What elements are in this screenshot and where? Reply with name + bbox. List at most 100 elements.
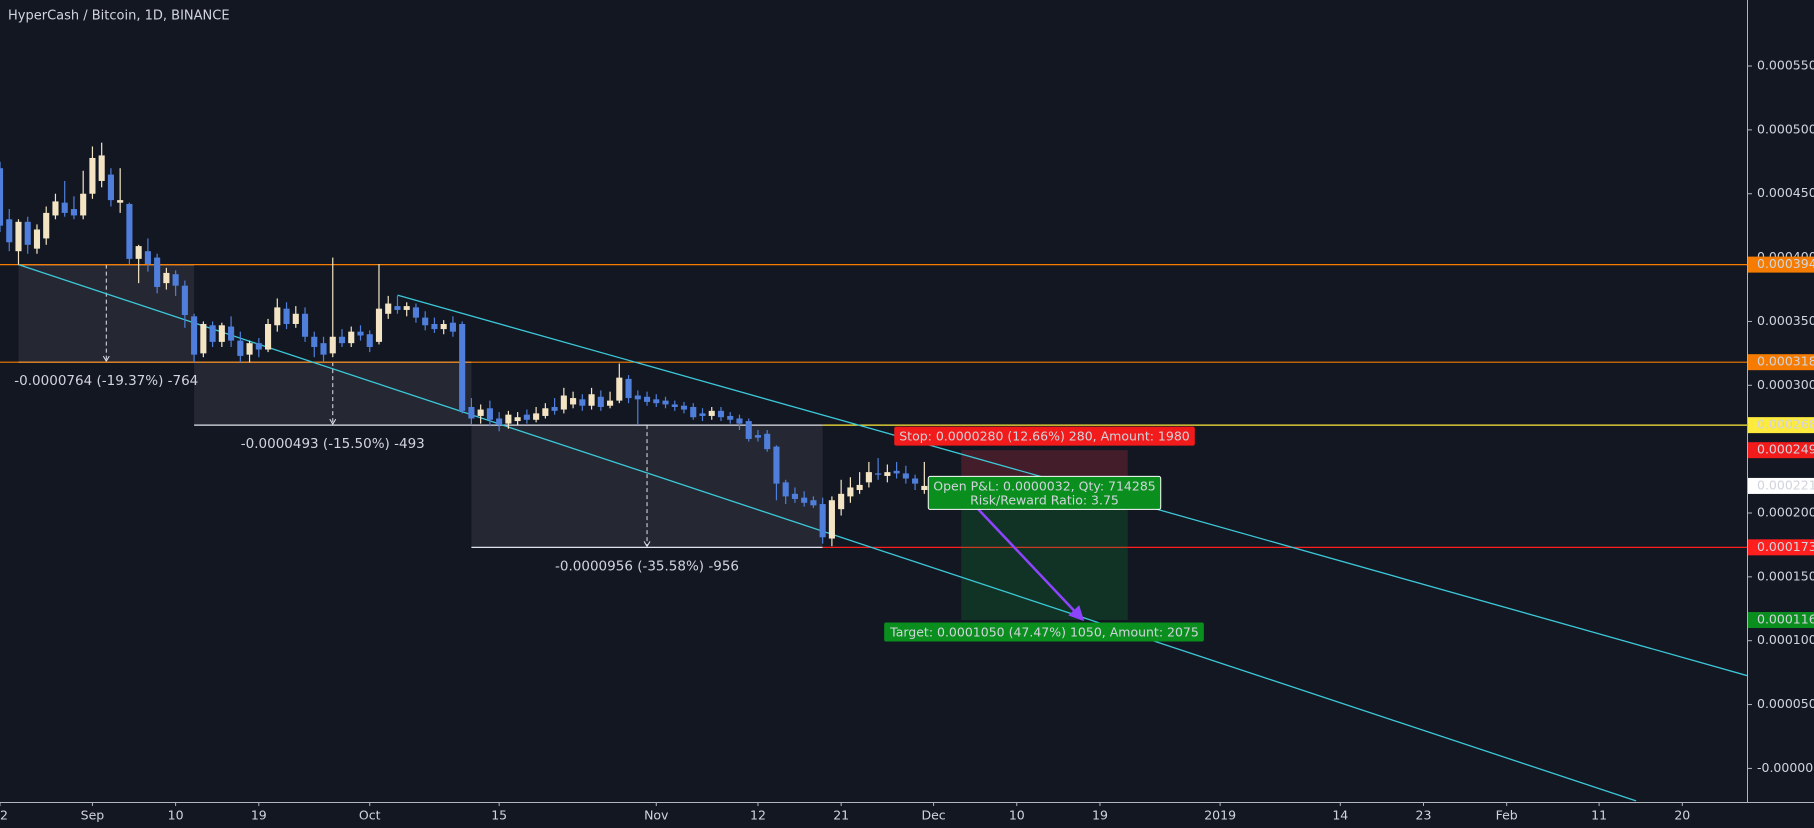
candle-body [357, 331, 364, 336]
candle-body [43, 212, 50, 239]
price-label-group: 0.0002212 [1748, 477, 1814, 494]
candle-body [653, 399, 660, 404]
x-tick-label: 19 [1092, 808, 1108, 823]
price-label-box [1748, 442, 1814, 459]
candle-body [366, 334, 373, 347]
candle-body [838, 493, 845, 510]
candle-body [218, 325, 225, 342]
candle-body [671, 404, 678, 408]
candle-body [856, 484, 863, 491]
pnl-group: Open P&L: 0.0000032, Qty: 714285Risk/Rew… [927, 475, 1162, 510]
candle-body [338, 336, 346, 344]
candle-body [237, 340, 244, 356]
candle-body [764, 433, 771, 450]
candle-body [320, 343, 327, 355]
candle-body [15, 221, 22, 252]
target-label: Target: 0.0001050 (47.47%) 1050, Amount:… [889, 625, 1199, 640]
candle-body [274, 307, 281, 326]
x-tick-label: 14 [1332, 808, 1348, 823]
price-label-group: 0.0003181 [1748, 354, 1814, 371]
axes: 0.00055000.00050000.00045000.00040000.00… [0, 58, 1814, 823]
stop-label-group: Stop: 0.0000280 (12.66%) 280, Amount: 19… [894, 426, 1195, 446]
candle-body [782, 482, 789, 497]
y-tick-label: 0.0000500 [1757, 696, 1814, 711]
candle-body [394, 306, 401, 310]
candle-body [412, 307, 420, 318]
price-label-group: 0.0001162 [1748, 612, 1814, 629]
candle-body [884, 472, 891, 476]
candle-body [440, 323, 447, 330]
candle-body [477, 409, 484, 416]
candle-body [255, 343, 262, 350]
candle-body [847, 487, 854, 497]
y-tick-label: -0.0000000 [1757, 760, 1814, 775]
candle-body [662, 400, 669, 405]
candle-body [52, 201, 59, 216]
x-tick-label: 10 [1009, 808, 1025, 823]
x-tick-label: Nov [644, 808, 669, 823]
overlay: -0.0000764 (-19.37%) -764 -0.0000493 (-15… [14, 373, 1204, 642]
x-tick-label: 22 [0, 808, 8, 823]
price-label-group: 0.0003945 [1748, 256, 1814, 273]
measure-arrow-head [643, 541, 651, 548]
price-label-box [1748, 417, 1814, 434]
candle-body [228, 326, 235, 341]
x-tick-label: Feb [1496, 808, 1518, 823]
candle-body [348, 331, 355, 344]
candle-body [80, 193, 87, 216]
candle-body [459, 323, 466, 411]
chart-title: HyperCash / Bitcoin, 1D, BINANCE [8, 9, 230, 24]
candle-body [754, 435, 762, 438]
candle-body [191, 316, 198, 355]
price-label-box [1748, 539, 1814, 556]
x-tick-label: 2019 [1204, 808, 1236, 823]
measure-label: -0.0000956 (-35.58%) -956 [555, 558, 739, 574]
candle-body [865, 472, 872, 483]
candle-body [431, 323, 438, 330]
candle-body [727, 415, 734, 420]
price-label-box [1748, 256, 1814, 273]
candle-body [607, 400, 614, 406]
x-tick-label: 10 [168, 808, 184, 823]
x-tick-label: 23 [1416, 808, 1432, 823]
candle-body [311, 336, 318, 347]
candle-body [107, 174, 114, 201]
price-label: 0.0003945 [1757, 256, 1814, 271]
candle-body [126, 203, 133, 259]
x-tick-label: 21 [833, 808, 849, 823]
price-label: 0.0001731 [1757, 539, 1814, 554]
candle-body [542, 408, 549, 416]
candle-body [283, 308, 290, 324]
price-label-box [1748, 477, 1814, 494]
candle-body [265, 323, 272, 350]
candle-body [163, 272, 170, 284]
x-tick-label: 11 [1591, 808, 1607, 823]
candle-body [912, 478, 919, 484]
candle-body [570, 398, 577, 405]
pnl-label: Open P&L: 0.0000032, Qty: 714285 [933, 478, 1155, 493]
candle-body [616, 377, 623, 401]
x-tick-label: Oct [359, 808, 381, 823]
candle-body [200, 323, 207, 354]
candle-body [496, 418, 503, 425]
stop-label-box [894, 426, 1195, 446]
candle-body [246, 343, 253, 355]
pnl-box [927, 475, 1162, 510]
candle-body [144, 251, 151, 264]
candle-body [745, 421, 752, 439]
x-tick-label: Sep [81, 808, 105, 823]
candle-body [61, 202, 68, 213]
trendline [18, 263, 1637, 802]
candle-body [699, 413, 706, 416]
candle-body [468, 407, 475, 419]
candle-body [810, 500, 817, 506]
candle-body [181, 285, 188, 316]
candle-body [893, 470, 900, 474]
